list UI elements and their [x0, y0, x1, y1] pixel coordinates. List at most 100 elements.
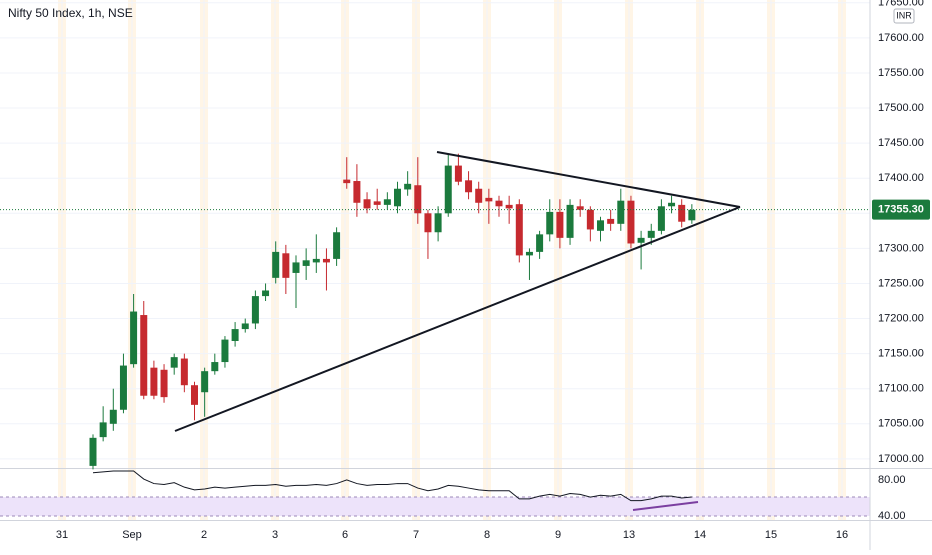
- candle-body: [444, 165, 452, 214]
- candle-body: [150, 367, 158, 396]
- candle-body: [627, 200, 635, 244]
- candle-body: [576, 206, 584, 210]
- candle-body: [414, 185, 422, 214]
- candle-body: [546, 211, 554, 235]
- candle-body: [607, 218, 615, 224]
- x-tick-label: 9: [555, 529, 561, 541]
- x-tick-label: 31: [56, 529, 68, 541]
- candle-body: [262, 290, 270, 297]
- candle-body: [231, 329, 239, 342]
- last-price-label: 17355.30: [878, 203, 924, 215]
- y-tick-label: 17400.00: [878, 172, 924, 184]
- candle-body: [180, 358, 188, 386]
- candle-body: [211, 362, 219, 372]
- candle-body: [536, 234, 544, 252]
- y-tick-label: 17550.00: [878, 67, 924, 79]
- candle-body: [688, 209, 696, 221]
- x-tick-label: 2: [201, 529, 207, 541]
- candle-body: [292, 262, 300, 273]
- candle-body: [637, 237, 645, 243]
- x-tick-label: 8: [484, 529, 490, 541]
- currency-badge: [893, 8, 915, 24]
- last-price-box: [872, 199, 930, 220]
- candle-body: [130, 311, 138, 365]
- candle-body: [668, 202, 676, 207]
- candle-body: [525, 251, 533, 256]
- y-tick-label: 17050.00: [878, 418, 924, 430]
- candle-body: [272, 251, 280, 278]
- candle-body: [333, 232, 341, 259]
- candle-body: [383, 199, 391, 205]
- candle-body: [434, 213, 442, 233]
- candle-body: [201, 371, 209, 393]
- candle-body: [647, 230, 655, 238]
- y-tick-label: 17500.00: [878, 102, 924, 114]
- candle-body: [617, 200, 625, 224]
- candle-body: [140, 315, 148, 396]
- candle-body: [302, 260, 310, 266]
- candle-body: [394, 188, 401, 207]
- y-tick-label: 17200.00: [878, 312, 924, 324]
- candle-body: [109, 409, 117, 424]
- candle-body: [251, 296, 259, 324]
- candle-body: [353, 181, 361, 203]
- candle-body: [160, 369, 168, 398]
- rsi-trendline: [632, 501, 699, 511]
- candle-body: [505, 204, 513, 209]
- y-tick-label: 17100.00: [878, 383, 924, 395]
- candle-body: [363, 199, 371, 209]
- x-tick-label: 16: [836, 529, 848, 541]
- candle-body: [475, 188, 483, 203]
- candle-body: [586, 209, 594, 230]
- y-tick-label: 17300.00: [878, 242, 924, 254]
- marks: [0, 153, 870, 502]
- candle-body: [678, 204, 686, 222]
- rsi-line: [92, 470, 692, 502]
- candle-body: [657, 206, 665, 231]
- candle-body: [241, 323, 249, 330]
- candle-body: [89, 437, 97, 466]
- y-tick-label: 17150.00: [878, 348, 924, 360]
- candle-body: [282, 253, 290, 278]
- candle-body: [515, 204, 523, 256]
- candle-body: [373, 201, 381, 205]
- candle-body: [495, 200, 503, 207]
- x-tick-label: 13: [623, 529, 635, 541]
- y-tick-label: 17450.00: [878, 137, 924, 149]
- trendline: [436, 151, 741, 208]
- candle-body: [312, 258, 320, 263]
- candle-body: [424, 213, 432, 233]
- rsi-band: [0, 497, 870, 516]
- candle-body: [343, 179, 351, 184]
- y-tick-label: 40.00: [878, 510, 906, 522]
- y-tick-label: 17000.00: [878, 453, 924, 465]
- y-tick-label: 17600.00: [878, 32, 924, 44]
- x-tick-label: 7: [413, 529, 419, 541]
- y-tick-label: 17650.00: [878, 0, 924, 9]
- candle-body: [191, 385, 198, 405]
- y-tick-label: 17250.00: [878, 277, 924, 289]
- candle-body: [221, 339, 229, 363]
- y-tick-label: 80.00: [878, 474, 906, 486]
- trendline: [174, 206, 741, 432]
- chart-title: Nifty 50 Index, 1h, NSE: [8, 6, 133, 20]
- x-tick-label: 15: [765, 529, 777, 541]
- candle-body: [485, 197, 493, 202]
- candle-body: [99, 422, 107, 438]
- candle-body: [454, 165, 462, 182]
- x-tick-label: Sep: [122, 529, 142, 541]
- x-tick-label: 3: [272, 529, 278, 541]
- x-tick-label: 14: [694, 529, 706, 541]
- candle-body: [556, 211, 564, 238]
- candle-body: [465, 180, 473, 193]
- candle-body: [170, 357, 178, 368]
- candle-body: [597, 220, 604, 231]
- candle-body: [322, 258, 330, 263]
- x-tick-label: 6: [342, 529, 348, 541]
- candle-body: [119, 365, 127, 410]
- candle-body: [404, 183, 412, 190]
- currency: INR: [896, 10, 912, 20]
- candle-body: [566, 204, 574, 238]
